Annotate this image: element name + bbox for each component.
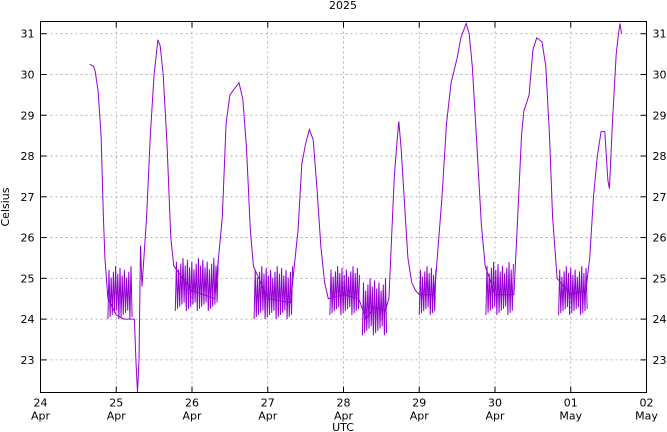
y-tick-label-right: 29 bbox=[653, 109, 667, 122]
y-tick-label: 28 bbox=[21, 150, 35, 163]
temperature-oscillation-band bbox=[418, 266, 437, 316]
series-layer bbox=[89, 21, 622, 393]
temperature-oscillation-band bbox=[485, 261, 514, 316]
x-tick-month-label: Apr bbox=[182, 410, 202, 423]
x-tick-month-label: Apr bbox=[31, 410, 51, 423]
y-tick-label: 27 bbox=[21, 191, 35, 204]
y-tick-label-right: 28 bbox=[653, 150, 667, 163]
grid-layer bbox=[40, 21, 647, 393]
x-tick-day-label: 30 bbox=[488, 397, 502, 410]
y-tick-label-right: 25 bbox=[653, 272, 667, 285]
x-tick-month-label: May bbox=[635, 410, 658, 423]
temperature-oscillation-band bbox=[361, 278, 388, 336]
x-axis-label: UTC bbox=[332, 421, 354, 432]
temperature-oscillation-band bbox=[253, 266, 294, 320]
temperature-series-line bbox=[89, 21, 622, 393]
x-tick-day-label: 29 bbox=[412, 397, 426, 410]
y-tick-label: 25 bbox=[21, 272, 35, 285]
y-tick-label: 30 bbox=[21, 69, 35, 82]
y-axis-label: Celsius bbox=[0, 187, 12, 226]
x-tick-day-label: 26 bbox=[185, 397, 199, 410]
x-tick-month-label: Apr bbox=[410, 410, 430, 423]
temperature-oscillation-band bbox=[329, 266, 361, 316]
x-tick-day-label: 24 bbox=[34, 397, 48, 410]
x-tick-month-label: Apr bbox=[334, 410, 354, 423]
y-tick-label: 24 bbox=[21, 313, 35, 326]
y-tick-label-right: 23 bbox=[653, 354, 667, 367]
x-tick-month-label: Apr bbox=[258, 410, 278, 423]
temperature-oscillation-band bbox=[174, 257, 219, 312]
y-tick-label: 26 bbox=[21, 232, 35, 245]
y-tick-label-right: 26 bbox=[653, 232, 667, 245]
x-tick-month-label: Apr bbox=[107, 410, 127, 423]
y-tick-label-right: 30 bbox=[653, 69, 667, 82]
x-tick-day-label: 28 bbox=[337, 397, 351, 410]
y-tick-label-right: 24 bbox=[653, 313, 667, 326]
x-tick-day-label: 02 bbox=[640, 397, 654, 410]
y-tick-label-right: 31 bbox=[653, 28, 667, 41]
y-tick-label: 31 bbox=[21, 28, 35, 41]
x-tick-day-label: 25 bbox=[109, 397, 123, 410]
x-tick-month-label: Apr bbox=[485, 410, 505, 423]
temperature-oscillation-band bbox=[107, 266, 133, 320]
y-tick-label: 23 bbox=[21, 354, 35, 367]
x-tick-day-label: 27 bbox=[261, 397, 275, 410]
y-tick-label-right: 27 bbox=[653, 191, 667, 204]
chart-title: 2025 bbox=[329, 0, 357, 12]
x-tick-month-label: May bbox=[559, 410, 582, 423]
y-tick-label: 29 bbox=[21, 109, 35, 122]
x-tick-day-label: 01 bbox=[564, 397, 578, 410]
temperature-oscillation-band bbox=[558, 266, 588, 316]
